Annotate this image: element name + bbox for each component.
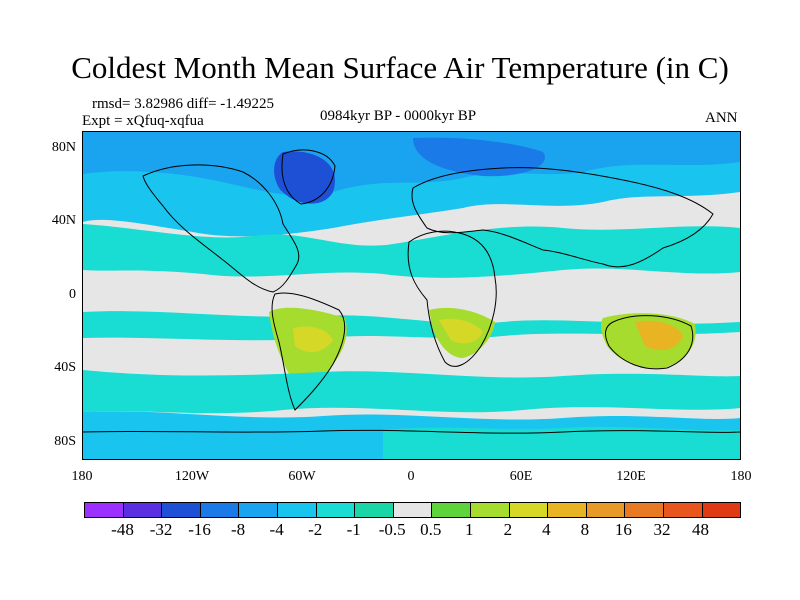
color-bar-label: -2 <box>308 520 323 539</box>
color-bar-label: -0.5 <box>378 520 406 539</box>
period-label: 0984kyr BP - 0000kyr BP <box>320 108 477 124</box>
color-bar-swatch <box>355 503 394 517</box>
color-bar-label: -16 <box>188 520 211 539</box>
color-bar-label: 1 <box>465 520 474 539</box>
field-colder-north <box>83 132 740 196</box>
lon-tick-60e: 60E <box>509 469 533 484</box>
lat-tick-80n: 80N <box>51 140 76 155</box>
lon-tick-120e: 120E <box>616 469 646 484</box>
color-bar-swatch <box>162 503 201 517</box>
lat-tick-80s: 80S <box>54 434 76 449</box>
color-bar-swatch <box>123 503 163 517</box>
color-bar-swatch <box>432 503 471 517</box>
lon-tick-0: 0 <box>407 469 415 484</box>
color-bar-label: -48 <box>111 520 134 539</box>
field-siberia-cold <box>413 137 545 177</box>
color-bar-label: -4 <box>269 520 284 539</box>
field-antarctic-teal <box>383 426 740 459</box>
lat-tick-40s: 40S <box>54 360 76 375</box>
color-bar-swatch <box>548 503 587 517</box>
color-bar-swatch <box>393 503 433 517</box>
color-bar-swatch <box>470 503 510 517</box>
field-tropics-neutral <box>83 279 740 314</box>
field-africa-warmer <box>439 318 483 344</box>
map-field <box>83 132 740 459</box>
color-bar-swatch <box>200 503 240 517</box>
color-bar-label: 16 <box>614 520 632 539</box>
field-midlat-north <box>83 224 740 278</box>
color-bar-swatch <box>702 503 741 517</box>
color-bar-label: 4 <box>542 520 551 539</box>
season-label: ANN <box>705 110 738 126</box>
color-bar-label: 8 <box>580 520 590 539</box>
experiment-label: Expt = xQfuq-xqfua <box>82 113 204 129</box>
lon-tick-180w: 180 <box>71 469 93 484</box>
field-tropics-band <box>83 311 740 341</box>
color-bar <box>84 502 741 518</box>
rmsd-diff-stats: rmsd= 3.82986 diff= -1.49225 <box>92 96 275 112</box>
temperature-map <box>82 131 741 460</box>
coastlines <box>83 149 740 434</box>
color-bar-label: -32 <box>149 520 173 539</box>
lat-tick-0: 0 <box>69 287 76 302</box>
color-bar-swatch <box>586 503 626 517</box>
color-bar-label: 32 <box>653 520 671 539</box>
lon-tick-180e: 180 <box>730 469 752 484</box>
color-bar-swatch <box>663 503 703 517</box>
lon-tick-120w: 120W <box>174 469 210 484</box>
field-greenland-cold <box>274 151 335 204</box>
color-bar-swatch <box>625 503 664 517</box>
color-bar-swatch <box>239 503 278 517</box>
color-bar-label: 0.5 <box>420 520 442 539</box>
field-southern-ocean <box>83 370 740 414</box>
color-bar-label: -8 <box>231 520 246 539</box>
color-bar-label: -1 <box>346 520 361 539</box>
color-bar-swatch <box>316 503 356 517</box>
color-bar-label: 2 <box>503 520 513 539</box>
chart-title: Coldest Month Mean Surface Air Temperatu… <box>71 50 729 85</box>
lon-tick-60w: 60W <box>288 469 316 484</box>
color-bar-swatch <box>509 503 549 517</box>
color-bar-swatch <box>277 503 317 517</box>
color-bar-label: 48 <box>691 520 709 539</box>
color-bar-swatch <box>85 503 124 517</box>
field-australia-hot <box>635 320 683 351</box>
color-bar-labels: -48 -32 -16 -8 -4 -2 -1 -0.5 0.5 1 2 4 8 16 32 48 <box>84 520 739 540</box>
field-south-america-warmer <box>293 326 333 353</box>
lat-tick-40n: 40N <box>51 213 76 228</box>
